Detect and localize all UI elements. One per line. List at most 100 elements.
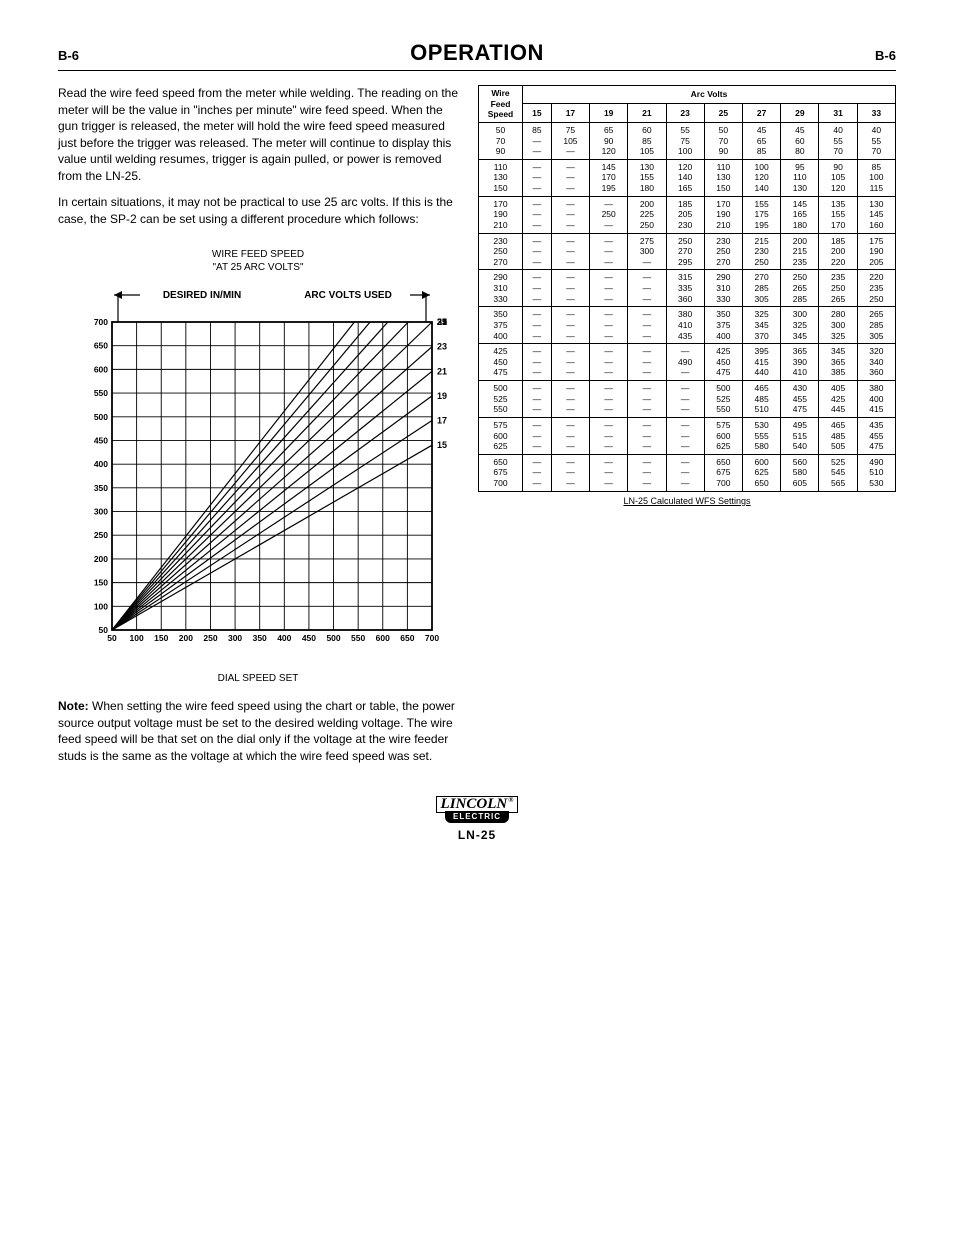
table-caption: LN-25 Calculated WFS Settings bbox=[623, 496, 750, 506]
table-cell: 405570 bbox=[819, 122, 857, 159]
svg-text:350: 350 bbox=[94, 483, 108, 493]
table-cell: 380400415 bbox=[857, 381, 895, 418]
table-cell: 220235250 bbox=[857, 270, 895, 307]
table-cell: ——— bbox=[628, 344, 666, 381]
svg-text:600: 600 bbox=[376, 633, 390, 643]
table-cell: ——— bbox=[523, 344, 552, 381]
table-cell: 130145160 bbox=[857, 196, 895, 233]
svg-text:50: 50 bbox=[99, 625, 109, 635]
table-cell: 135155170 bbox=[819, 196, 857, 233]
table-cell: ——— bbox=[551, 417, 589, 454]
row-label: 507090 bbox=[479, 122, 523, 159]
table-cell: 85—— bbox=[523, 122, 552, 159]
row-label: 425450475 bbox=[479, 344, 523, 381]
svg-text:ARC VOLTS USED: ARC VOLTS USED bbox=[304, 290, 392, 301]
svg-text:19: 19 bbox=[437, 391, 447, 401]
table-cell: 600625650 bbox=[743, 454, 781, 491]
table-cell: ——— bbox=[628, 307, 666, 344]
th-wire-feed-speed: WireFeedSpeed bbox=[479, 86, 523, 123]
table-cell: ——— bbox=[551, 233, 589, 270]
table-cell: 560580605 bbox=[781, 454, 819, 491]
table-cell: ——— bbox=[551, 159, 589, 196]
table-cell: 405570 bbox=[857, 122, 895, 159]
table-cell: 6085105 bbox=[628, 122, 666, 159]
table-cell: 575600625 bbox=[704, 417, 742, 454]
th-volt-15: 15 bbox=[523, 104, 552, 122]
svg-text:600: 600 bbox=[94, 365, 108, 375]
chart-title-line2: AT 25 ARC VOLTS bbox=[216, 262, 300, 273]
row-label: 290310330 bbox=[479, 270, 523, 307]
table-cell: 100120140 bbox=[743, 159, 781, 196]
svg-text:23: 23 bbox=[437, 342, 447, 352]
table-cell: 465485505 bbox=[819, 417, 857, 454]
svg-text:500: 500 bbox=[326, 633, 340, 643]
row-label: 230250270 bbox=[479, 233, 523, 270]
table-cell: 350375400 bbox=[704, 307, 742, 344]
table-cell: 185205230 bbox=[666, 196, 704, 233]
svg-text:550: 550 bbox=[351, 633, 365, 643]
table-cell: 270285305 bbox=[743, 270, 781, 307]
svg-text:250: 250 bbox=[94, 531, 108, 541]
table-cell: ——— bbox=[628, 454, 666, 491]
svg-text:700: 700 bbox=[94, 317, 108, 327]
row-label: 650675700 bbox=[479, 454, 523, 491]
table-cell: 395415440 bbox=[743, 344, 781, 381]
svg-text:100: 100 bbox=[130, 633, 144, 643]
th-arc-volts: Arc Volts bbox=[523, 86, 896, 104]
table-cell: ——— bbox=[551, 454, 589, 491]
table-cell: 425450475 bbox=[704, 344, 742, 381]
th-volt-25: 25 bbox=[704, 104, 742, 122]
table-cell: 265285305 bbox=[857, 307, 895, 344]
table-cell: 200225250 bbox=[628, 196, 666, 233]
table-cell: ——— bbox=[590, 307, 628, 344]
table-cell: ——— bbox=[666, 417, 704, 454]
table-cell: 300325345 bbox=[781, 307, 819, 344]
table-cell: —250— bbox=[590, 196, 628, 233]
row-label: 170190210 bbox=[479, 196, 523, 233]
table-cell: 200215235 bbox=[781, 233, 819, 270]
table-cell: 345365385 bbox=[819, 344, 857, 381]
th-volt-31: 31 bbox=[819, 104, 857, 122]
table-cell: 456585 bbox=[743, 122, 781, 159]
body-paragraph-2: In certain situations, it may not be pra… bbox=[58, 194, 458, 227]
table-cell: ——— bbox=[628, 417, 666, 454]
svg-text:200: 200 bbox=[94, 554, 108, 564]
table-cell: 465485510 bbox=[743, 381, 781, 418]
table-cell: 495515540 bbox=[781, 417, 819, 454]
svg-text:150: 150 bbox=[94, 578, 108, 588]
table-cell: ——— bbox=[590, 381, 628, 418]
wfs-chart: DESIRED IN/MIN ARC VOLTS USED 50 100 150 200 2… bbox=[84, 282, 458, 667]
table-cell: ——— bbox=[523, 417, 552, 454]
svg-text:650: 650 bbox=[400, 633, 414, 643]
svg-text:450: 450 bbox=[94, 436, 108, 446]
wfs-table: WireFeedSpeedArc Volts151719212325272931… bbox=[478, 85, 896, 492]
model-label: LN-25 bbox=[58, 828, 896, 842]
table-cell: 250265285 bbox=[781, 270, 819, 307]
table-cell: 435455475 bbox=[857, 417, 895, 454]
svg-text:300: 300 bbox=[94, 507, 108, 517]
svg-text:DESIRED IN/MIN: DESIRED IN/MIN bbox=[163, 290, 241, 301]
table-cell: ——— bbox=[523, 270, 552, 307]
table-cell: 6590120 bbox=[590, 122, 628, 159]
svg-text:650: 650 bbox=[94, 341, 108, 351]
svg-text:50: 50 bbox=[107, 633, 117, 643]
table-cell: ——— bbox=[551, 307, 589, 344]
svg-text:21: 21 bbox=[437, 367, 447, 377]
svg-text:200: 200 bbox=[179, 633, 193, 643]
table-cell: 320340360 bbox=[857, 344, 895, 381]
svg-text:700: 700 bbox=[425, 633, 439, 643]
svg-text:400: 400 bbox=[94, 460, 108, 470]
table-cell: ——— bbox=[666, 454, 704, 491]
table-cell: 230250270 bbox=[704, 233, 742, 270]
table-cell: ——— bbox=[628, 270, 666, 307]
page-title: OPERATION bbox=[410, 40, 544, 66]
table-cell: —490— bbox=[666, 344, 704, 381]
table-cell: 5575100 bbox=[666, 122, 704, 159]
table-cell: ——— bbox=[666, 381, 704, 418]
chart-x-caption: DIAL SPEED SET bbox=[58, 673, 458, 684]
svg-text:17: 17 bbox=[437, 416, 447, 426]
table-cell: 525545565 bbox=[819, 454, 857, 491]
brand-text: LINCOLN bbox=[441, 796, 508, 812]
table-cell: ——— bbox=[590, 233, 628, 270]
page-number-left: B-6 bbox=[58, 48, 79, 63]
